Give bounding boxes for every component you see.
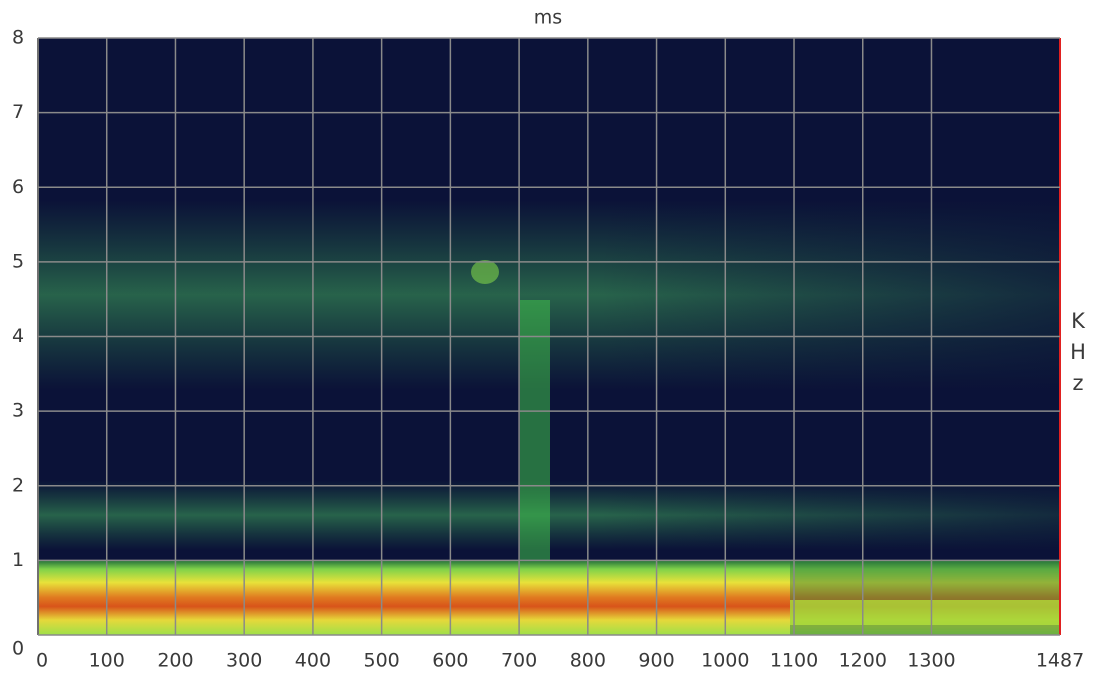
y-tick-label: 8 [12, 27, 24, 49]
y-tick-label: 0 [12, 638, 24, 660]
x-tick-label: 1000 [701, 650, 749, 672]
y-tick-label: 7 [12, 101, 24, 123]
x-tick-label: 200 [157, 650, 193, 672]
x-tick-label: 1487 [1036, 650, 1084, 672]
burst [520, 300, 550, 560]
y-axis-label: KHz [1070, 309, 1086, 395]
burst [471, 260, 499, 284]
x-tick-label: 900 [638, 650, 674, 672]
x-tick-label: 800 [570, 650, 606, 672]
spectrogram-image [38, 38, 1060, 635]
y-tick-label: 6 [12, 176, 24, 198]
y-tick-label: 3 [12, 400, 24, 422]
low-band-tail [790, 600, 1060, 625]
x-tick-label: 400 [295, 650, 331, 672]
x-tick-label: 700 [501, 650, 537, 672]
x-tick-label: 0 [36, 650, 48, 672]
y-tick-label: 1 [12, 549, 24, 571]
x-tick-label: 300 [226, 650, 262, 672]
y-tick-label: 5 [12, 250, 24, 272]
x-tick-label: 600 [432, 650, 468, 672]
y-tick-label: 4 [12, 325, 24, 347]
x-tick-label: 500 [364, 650, 400, 672]
y-tick-label: 2 [12, 474, 24, 496]
x-tick-label: 100 [89, 650, 125, 672]
x-tick-label: 1200 [839, 650, 887, 672]
chart-title: ms [534, 7, 562, 29]
x-tick-label: 1300 [907, 650, 955, 672]
x-tick-label: 1100 [770, 650, 818, 672]
